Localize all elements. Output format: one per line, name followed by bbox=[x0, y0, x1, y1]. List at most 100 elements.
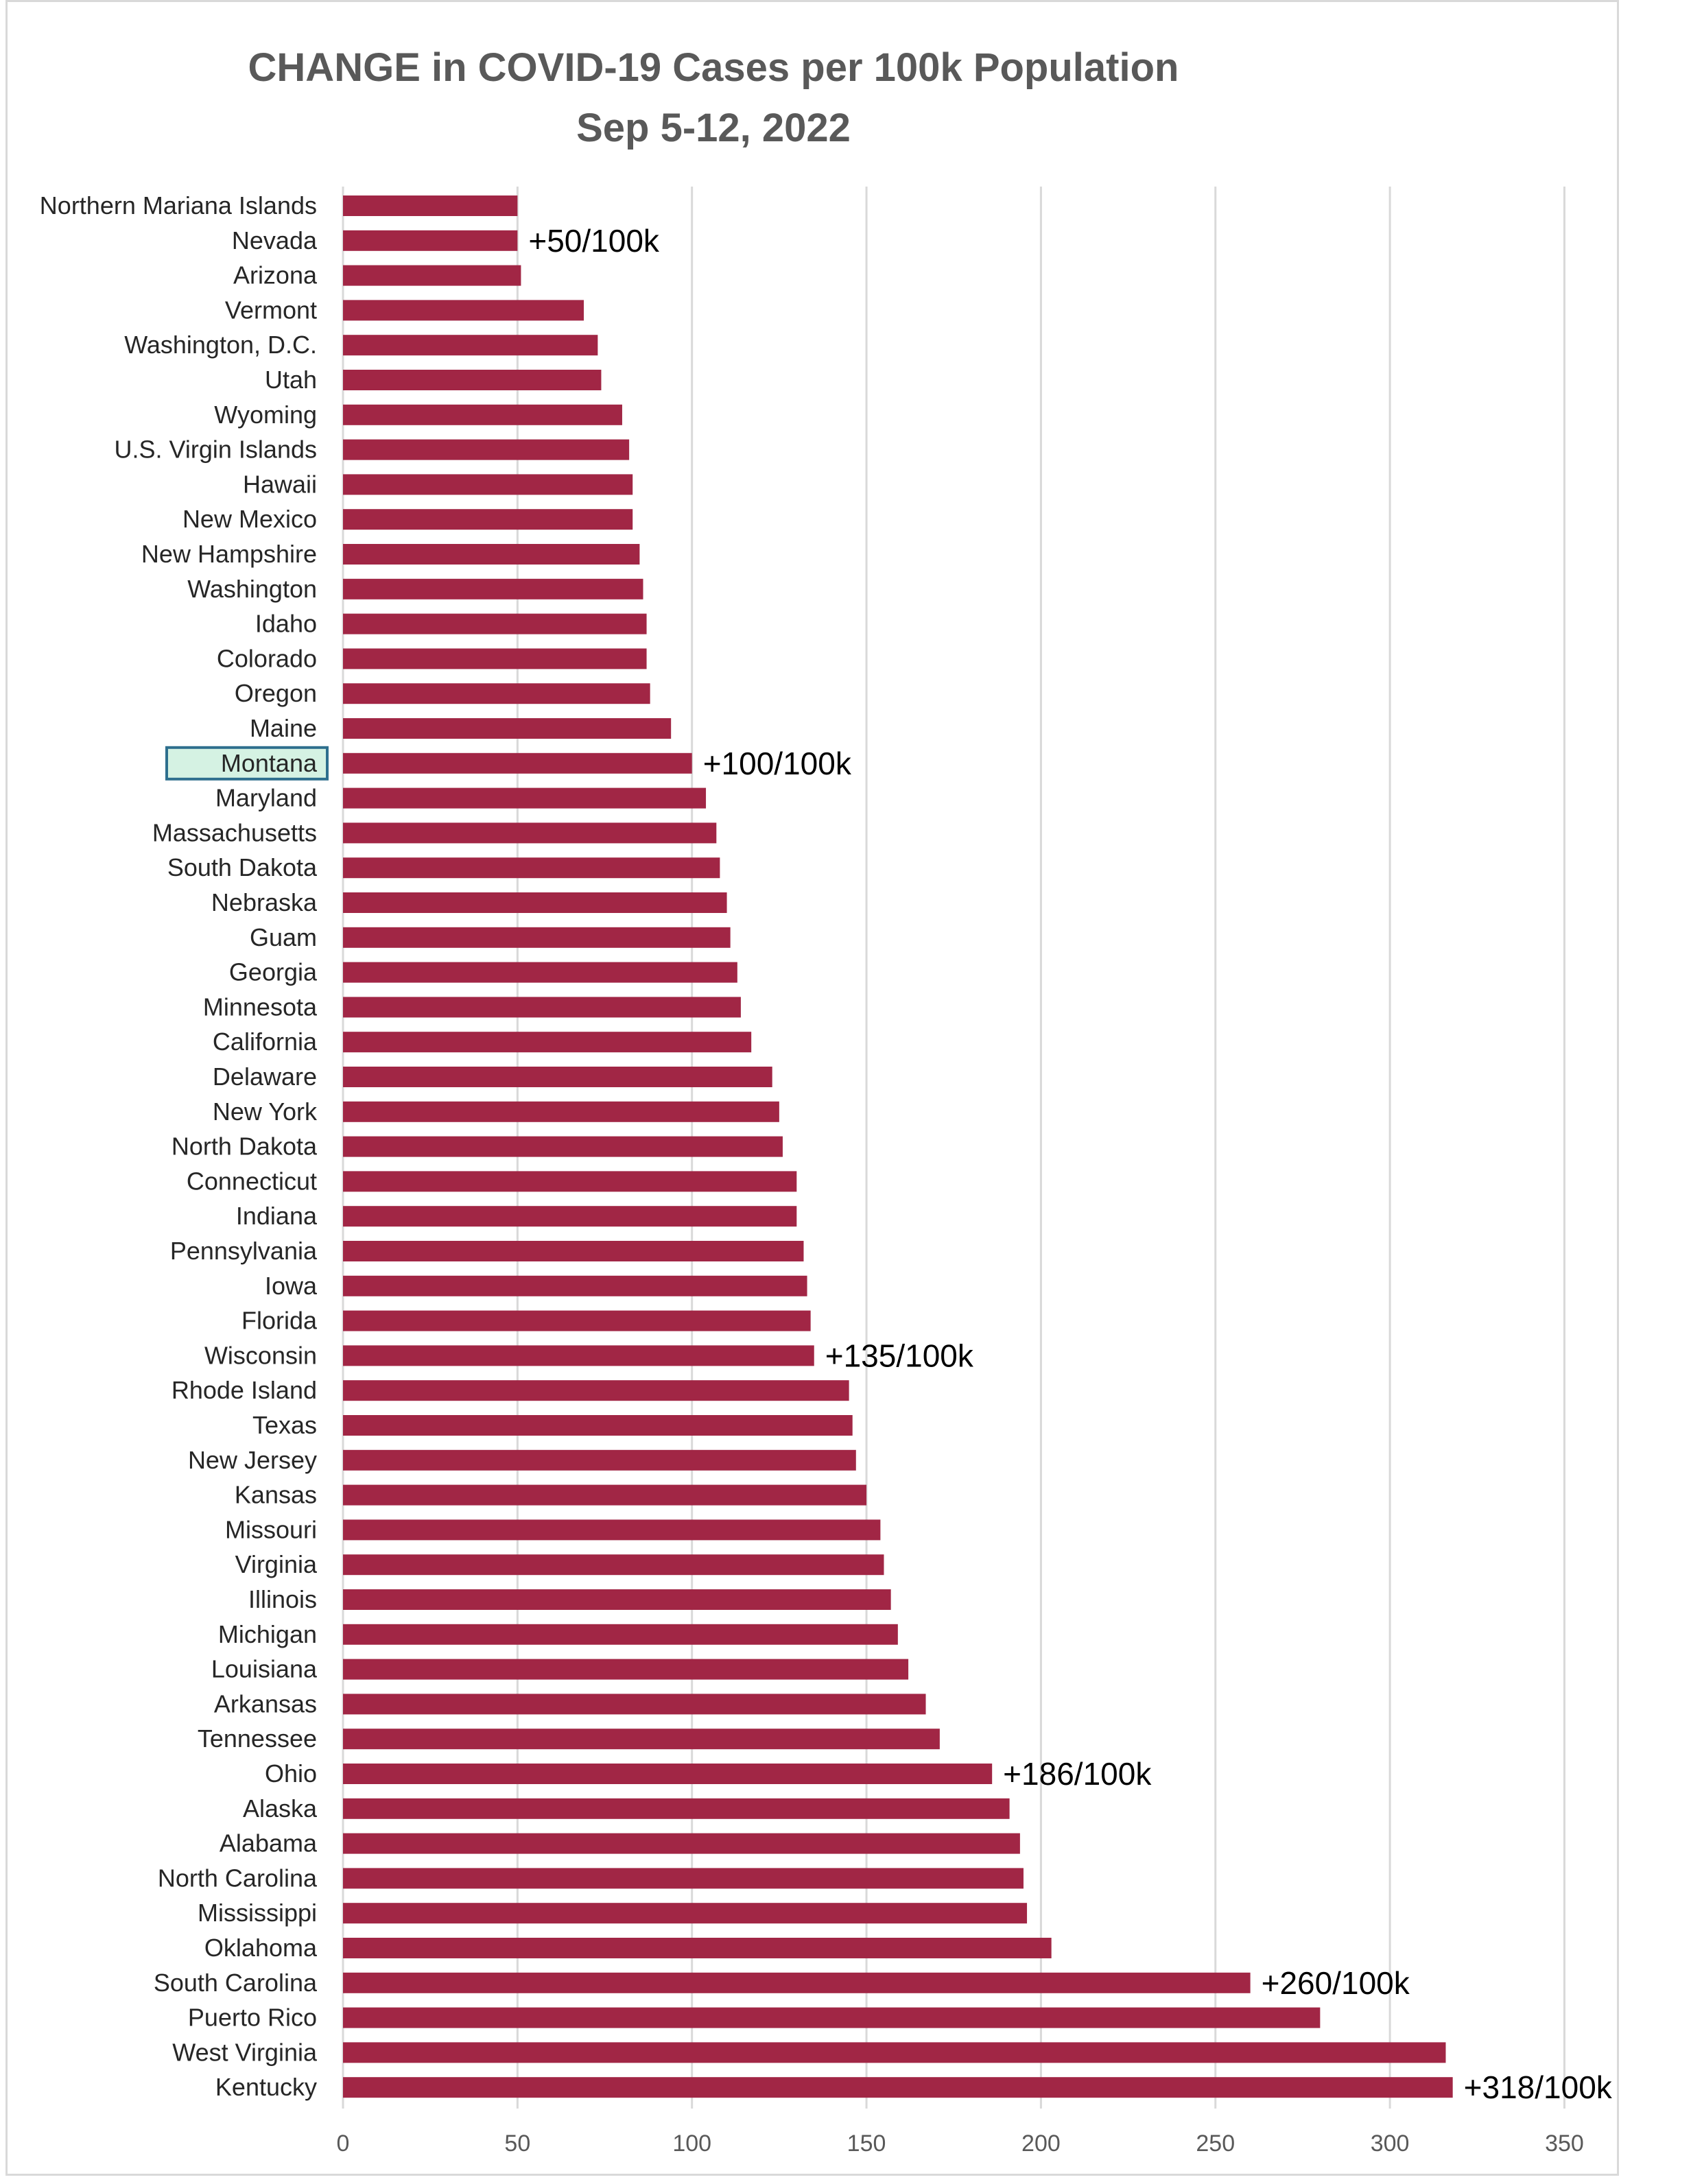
category-label: Wisconsin bbox=[204, 1341, 317, 1369]
category-label: Arizona bbox=[233, 261, 318, 289]
category-label: Rhode Island bbox=[172, 1376, 317, 1404]
x-tick-label: 350 bbox=[1545, 2130, 1584, 2157]
chart-subtitle: Sep 5-12, 2022 bbox=[576, 106, 851, 150]
x-tick-label: 50 bbox=[504, 2130, 530, 2157]
category-label: Montana bbox=[221, 749, 318, 777]
bar-north-dakota bbox=[343, 1136, 783, 1157]
category-label: Colorado bbox=[217, 644, 317, 672]
bar-new-york bbox=[343, 1101, 779, 1122]
category-label: Nevada bbox=[232, 226, 318, 254]
x-tick-label: 150 bbox=[847, 2130, 886, 2157]
x-tick-label: 250 bbox=[1196, 2130, 1235, 2157]
bar-indiana bbox=[343, 1206, 797, 1227]
category-label: Delaware bbox=[213, 1063, 317, 1091]
category-label: Maine bbox=[250, 714, 317, 742]
bar-vermont bbox=[343, 300, 584, 321]
bar-connecticut bbox=[343, 1171, 797, 1192]
bar-utah bbox=[343, 370, 602, 390]
x-tick-label: 0 bbox=[337, 2130, 350, 2157]
bar-west-virginia bbox=[343, 2042, 1446, 2063]
value-annotation: +135/100k bbox=[825, 1338, 974, 1373]
category-label: California bbox=[213, 1028, 318, 1056]
bar-michigan bbox=[343, 1624, 898, 1645]
category-label: Michigan bbox=[218, 1620, 317, 1648]
bar-montana bbox=[343, 752, 692, 774]
category-label: Missouri bbox=[225, 1515, 317, 1543]
highlight-layer bbox=[165, 746, 329, 781]
category-label: Northern Mariana Islands bbox=[40, 191, 317, 219]
category-label: New Jersey bbox=[188, 1446, 317, 1474]
bar-idaho bbox=[343, 613, 647, 634]
category-label: Connecticut bbox=[187, 1167, 317, 1195]
category-label: Oklahoma bbox=[204, 1934, 318, 1962]
value-annotation: +260/100k bbox=[1262, 1965, 1410, 2001]
category-label: Illinois bbox=[248, 1585, 317, 1613]
bar-northern-mariana-islands bbox=[343, 195, 518, 216]
bar-hawaii bbox=[343, 474, 633, 495]
category-label: Massachusetts bbox=[152, 818, 317, 846]
category-label: Nebraska bbox=[211, 888, 318, 916]
category-label: South Carolina bbox=[154, 1969, 318, 1997]
category-label: New Hampshire bbox=[141, 540, 317, 568]
category-label: Washington bbox=[187, 575, 317, 603]
category-label: Texas bbox=[252, 1411, 317, 1439]
bar-virginia bbox=[343, 1554, 884, 1576]
bar-colorado bbox=[343, 648, 647, 669]
x-tick-label: 100 bbox=[672, 2130, 711, 2157]
category-label: Florida bbox=[241, 1307, 318, 1335]
bar-washington bbox=[343, 578, 643, 600]
category-label: New Mexico bbox=[182, 505, 317, 533]
category-label: North Carolina bbox=[158, 1864, 318, 1892]
bar-nevada bbox=[343, 230, 518, 251]
category-label: Iowa bbox=[265, 1272, 318, 1300]
category-label: Vermont bbox=[225, 296, 317, 324]
category-label: Georgia bbox=[229, 958, 318, 986]
bar-texas bbox=[343, 1415, 853, 1436]
category-label: Tennessee bbox=[198, 1724, 317, 1753]
category-label: New York bbox=[213, 1097, 318, 1126]
category-label: Maryland bbox=[215, 784, 317, 812]
bar-new-mexico bbox=[343, 509, 633, 530]
bar-puerto-rico bbox=[343, 2007, 1321, 2028]
bar-illinois bbox=[343, 1589, 891, 1610]
bar-wyoming bbox=[343, 404, 622, 425]
category-label: Idaho bbox=[255, 610, 317, 638]
bar-iowa bbox=[343, 1275, 807, 1296]
category-label: Washington, D.C. bbox=[124, 331, 317, 359]
category-labels: Northern Mariana Islands Nevada Arizona Ver… bbox=[40, 191, 318, 2101]
bar-u-s-virgin-islands bbox=[343, 439, 630, 460]
category-label: Guam bbox=[250, 923, 317, 951]
category-label: Arkansas bbox=[214, 1689, 317, 1718]
annotations: +50/100k +100/100k +135/100k +186/100k +260/… bbox=[528, 223, 1612, 2105]
value-annotation: +186/100k bbox=[1003, 1756, 1152, 1792]
bar-maryland bbox=[343, 787, 707, 809]
bar-nebraska bbox=[343, 892, 727, 913]
bar-georgia bbox=[343, 962, 737, 983]
gridlines bbox=[342, 187, 1565, 2109]
bar-mississippi bbox=[343, 1903, 1028, 1924]
category-label: Hawaii bbox=[243, 470, 317, 498]
bar-ohio bbox=[343, 1764, 993, 1784]
category-label: Kentucky bbox=[215, 2073, 317, 2101]
category-label: Kansas bbox=[235, 1481, 317, 1509]
bar-kansas bbox=[343, 1484, 867, 1506]
bar-washington-d-c bbox=[343, 335, 598, 356]
bar-minnesota bbox=[343, 997, 741, 1018]
bar-north-carolina bbox=[343, 1868, 1024, 1889]
bar-delaware bbox=[343, 1067, 772, 1087]
bar-alaska bbox=[343, 1798, 1010, 1819]
category-label: U.S. Virgin Islands bbox=[115, 436, 317, 464]
category-label: Louisiana bbox=[211, 1655, 318, 1683]
montana-highlight-box bbox=[165, 746, 329, 781]
bar-pennsylvania bbox=[343, 1241, 804, 1261]
bar-new-jersey bbox=[343, 1449, 856, 1471]
category-label: Indiana bbox=[236, 1202, 318, 1230]
bar-new-hampshire bbox=[343, 544, 640, 565]
category-label: West Virginia bbox=[172, 2038, 318, 2066]
category-label: Mississippi bbox=[198, 1899, 317, 1927]
bar-wisconsin bbox=[343, 1345, 814, 1366]
chart-title: CHANGE in COVID-19 Cases per 100k Popula… bbox=[248, 45, 1179, 90]
x-tick-label: 200 bbox=[1021, 2130, 1061, 2157]
bar-arizona bbox=[343, 265, 521, 286]
value-annotation: +318/100k bbox=[1464, 2069, 1613, 2105]
